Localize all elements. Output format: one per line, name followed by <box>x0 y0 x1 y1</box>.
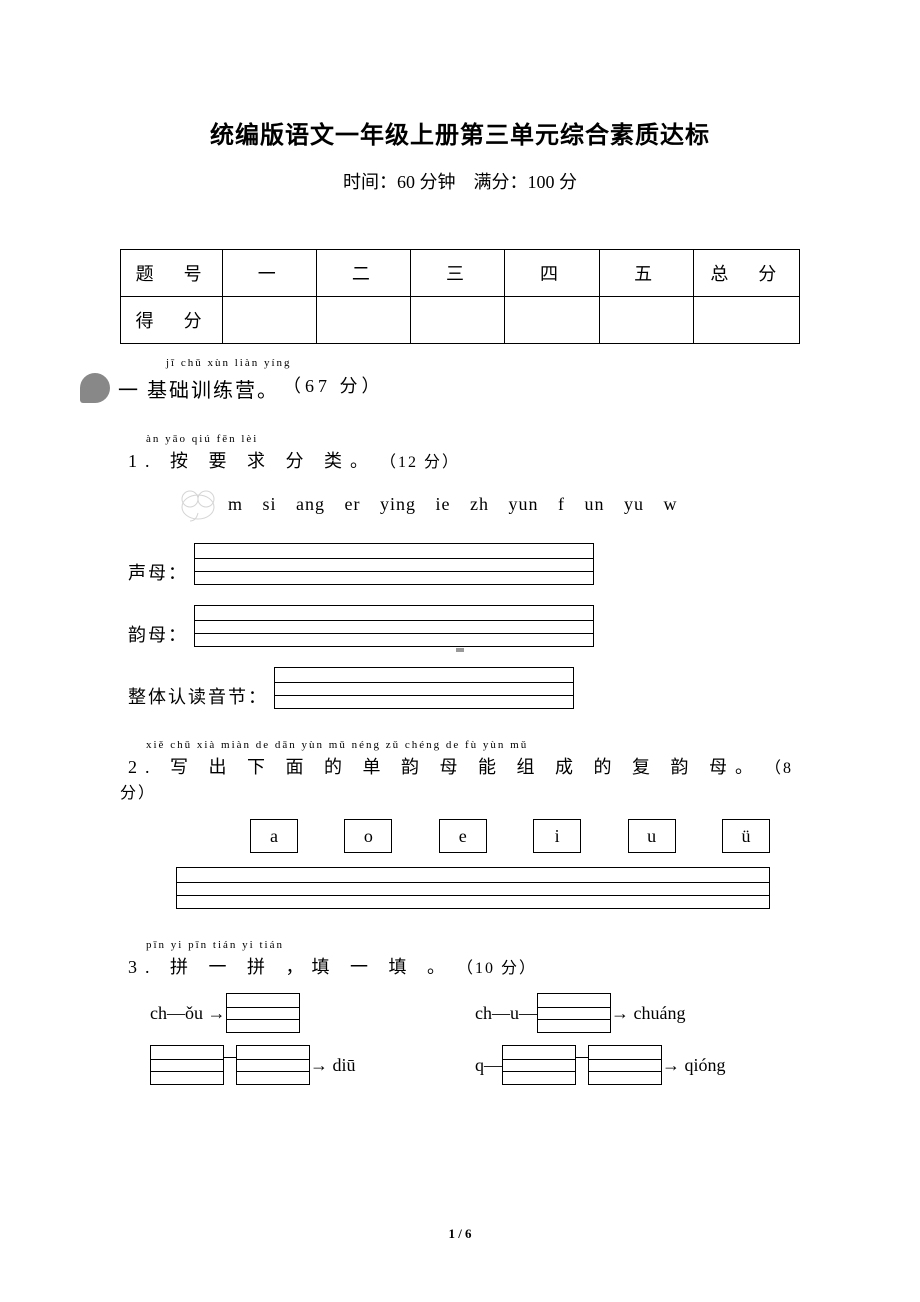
q3-input-4b[interactable] <box>588 1045 662 1085</box>
score-cell-5[interactable] <box>599 297 693 344</box>
shengmu-label: 声母： <box>128 559 188 585</box>
yunmu-label: 韵母： <box>128 621 188 647</box>
center-marker-icon <box>456 648 464 652</box>
score-cell-1[interactable] <box>223 297 317 344</box>
q1-points: （12 分） <box>380 454 460 471</box>
q3-row-2: → diū q— → qióng <box>150 1045 800 1085</box>
q1-pinyin: àn yāo qiú fēn lèi <box>146 433 800 445</box>
q3-input-2[interactable] <box>537 993 611 1033</box>
section-1-points: （67 分） <box>283 376 384 396</box>
q2-text: 2. 写 出 下 面 的 单 韵 母 能 组 成 的 复 韵 母。 <box>128 757 761 777</box>
vowel-u: u <box>628 819 676 853</box>
vowel-e: e <box>439 819 487 853</box>
table-score-row: 得 分 <box>121 297 800 344</box>
q3-left-1: ch—ǒu → <box>150 1003 226 1024</box>
q3-right-3: → diū <box>310 1055 356 1076</box>
q1-syllable-row: m si ang er ying ie zh yun f un yu w <box>176 485 800 523</box>
q1-text: 1. 按 要 求 分 类。 <box>128 451 376 471</box>
yunmu-input[interactable] <box>194 605 594 647</box>
score-label-cell: 得 分 <box>121 297 223 344</box>
q3-right-4: → qióng <box>662 1055 726 1076</box>
zhengti-label: 整体认读音节： <box>128 683 268 709</box>
q2-pinyin: xiě chū xià miàn de dān yùn mǔ néng zǔ c… <box>146 739 800 751</box>
col-4: 四 <box>505 250 599 297</box>
q3-row-1: ch—ǒu → ch—u— → chuáng <box>150 993 800 1033</box>
q3-pinyin: pīn yi pīn tián yi tián <box>146 939 800 951</box>
q3-text: 3. 拼 一 拼 ，填 一 填 。 <box>128 957 453 977</box>
score-table: 题 号 一 二 三 四 五 总 分 得 分 <box>120 249 800 344</box>
q2-vowel-row: a o e i u ü <box>250 819 770 853</box>
col-1: 一 <box>223 250 317 297</box>
zhengti-input[interactable] <box>274 667 574 709</box>
score-cell-4[interactable] <box>505 297 599 344</box>
q3-item-4: q— → qióng <box>475 1045 800 1085</box>
vowel-o: o <box>344 819 392 853</box>
col-5: 五 <box>599 250 693 297</box>
question-3: pīn yi pīn tián yi tián 3. 拼 一 拼 ，填 一 填 … <box>120 939 800 979</box>
q3-connector-3 <box>224 1057 236 1058</box>
q1-row-zhengti: 整体认读音节： <box>128 667 800 709</box>
q3-left-4: q— <box>475 1055 502 1076</box>
page-subtitle: 时间：60 分钟 满分：100 分 <box>120 168 800 194</box>
q3-input-1[interactable] <box>226 993 300 1033</box>
table-header-row: 题 号 一 二 三 四 五 总 分 <box>121 250 800 297</box>
vowel-a: a <box>250 819 298 853</box>
q3-input-3b[interactable] <box>236 1045 310 1085</box>
q1-row-shengmu: 声母： <box>128 543 800 585</box>
q3-input-3a[interactable] <box>150 1045 224 1085</box>
section-number-icon <box>80 373 110 403</box>
q3-points: （10 分） <box>457 960 537 977</box>
page-title: 统编版语文一年级上册第三单元综合素质达标 <box>120 115 800 150</box>
shengmu-input[interactable] <box>194 543 594 585</box>
question-2: xiě chū xià miàn de dān yùn mǔ néng zǔ c… <box>120 739 800 803</box>
section-1-heading: jī chǔ xùn liàn yíng 一 基础训练营。 （67 分） <box>120 372 800 403</box>
q1-row-yunmu: 韵母： <box>128 605 800 647</box>
header-label-cell: 题 号 <box>121 250 223 297</box>
q3-right-2: → chuáng <box>611 1003 685 1024</box>
q2-answer-input[interactable] <box>176 867 770 909</box>
q1-syllables: m si ang er ying ie zh yun f un yu w <box>228 494 677 515</box>
col-3: 三 <box>411 250 505 297</box>
col-total: 总 分 <box>693 250 799 297</box>
score-cell-2[interactable] <box>317 297 411 344</box>
page-footer: 1 / 6 <box>0 1226 920 1242</box>
score-cell-total[interactable] <box>693 297 799 344</box>
q3-item-2: ch—u— → chuáng <box>475 993 800 1033</box>
vowel-i: i <box>533 819 581 853</box>
question-1: àn yāo qiú fēn lèi 1. 按 要 求 分 类。 （12 分） <box>120 433 800 473</box>
vowel-v: ü <box>722 819 770 853</box>
elephant-icon <box>176 485 220 523</box>
q3-connector-4 <box>576 1057 588 1058</box>
q3-item-3: → diū <box>150 1045 475 1085</box>
section-1-pinyin: jī chǔ xùn liàn yíng <box>166 357 292 369</box>
col-2: 二 <box>317 250 411 297</box>
q3-grid: ch—ǒu → ch—u— → chuáng → diū q— → qióng <box>150 993 800 1085</box>
q3-left-2: ch—u— <box>475 1003 537 1024</box>
q3-input-4a[interactable] <box>502 1045 576 1085</box>
score-cell-3[interactable] <box>411 297 505 344</box>
q3-item-1: ch—ǒu → <box>150 993 475 1033</box>
section-1-text: 一 基础训练营。 <box>118 380 279 402</box>
